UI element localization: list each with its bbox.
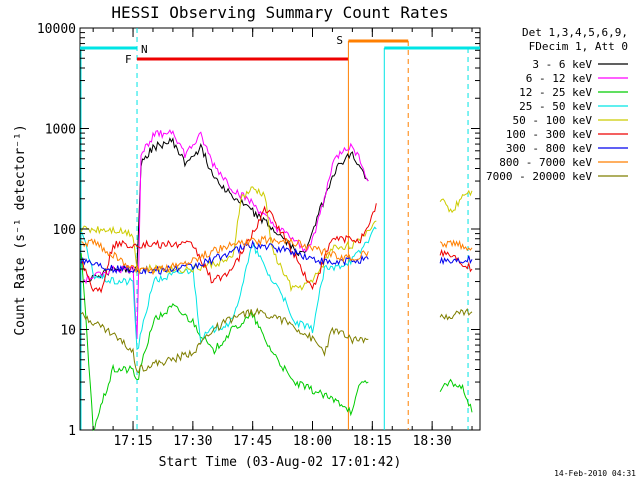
legend-header: FDecim 1, Att 0 [529, 40, 628, 53]
x-tick-label: 17:15 [113, 434, 152, 449]
axis-layer: 1 10 100 1000 10000 17:15 17:30 17:45 18:00 18:15… [37, 22, 480, 449]
annotation-label-f: F [125, 53, 132, 66]
legend-label: 300 - 800 keV [506, 142, 592, 155]
series-extra-segment-5 [439, 307, 473, 321]
series-line-8 [81, 234, 369, 276]
annotation-layer: NF S [80, 28, 480, 430]
annotation-label-s: S [336, 34, 343, 47]
annotation-label-n: N [141, 43, 148, 56]
series-extra-segment-2 [439, 248, 473, 273]
x-tick-label: 18:00 [293, 434, 332, 449]
x-tick-label: 18:30 [413, 434, 452, 449]
legend-label: 800 - 7000 keV [499, 156, 592, 169]
y-tick-label: 1000 [45, 123, 76, 138]
chart-title: HESSI Observing Summary Count Rates [111, 3, 448, 22]
x-axis-label: Start Time (03-Aug-02 17:01:42) [159, 455, 402, 470]
x-tick-label: 18:15 [353, 434, 392, 449]
series-extra-segment-6 [439, 378, 473, 413]
y-tick-label: 100 [53, 223, 76, 238]
series-line-3 [80, 253, 369, 432]
legend-header: Det 1,3,4,5,6,9, [522, 26, 628, 39]
legend-label: 6 - 12 keV [526, 72, 593, 85]
series-layer [80, 129, 473, 432]
series-line-9 [80, 307, 369, 374]
y-axis-label: Count Rate (s⁻¹ detector⁻¹) [13, 124, 28, 335]
x-tick-label: 17:30 [173, 434, 212, 449]
series-extra-segment-1 [439, 189, 473, 214]
series-line-5 [80, 186, 377, 293]
series-line-6 [80, 203, 377, 294]
y-tick-label: 10 [60, 324, 76, 339]
series-extra-segment-4 [439, 239, 473, 251]
series-extra-segment-3 [439, 255, 473, 266]
legend-label: 12 - 25 keV [519, 86, 592, 99]
legend-label: 100 - 300 keV [506, 128, 592, 141]
legend-layer: Det 1,3,4,5,6,9,FDecim 1, Att 0 3 - 6 keV… [486, 26, 628, 183]
legend-label: 25 - 50 keV [519, 100, 592, 113]
x-tick-label: 17:45 [233, 434, 272, 449]
series-line-7 [80, 239, 369, 275]
series-line-2 [80, 129, 369, 340]
y-tick-label: 1 [68, 424, 76, 439]
footer-date: 14-Feb-2010 04:31 [554, 469, 636, 478]
legend-label: 3 - 6 keV [532, 58, 592, 71]
legend-label: 50 - 100 keV [513, 114, 593, 127]
series-line-4 [80, 226, 377, 351]
y-tick-label: 10000 [37, 22, 76, 37]
legend-label: 7000 - 20000 keV [486, 170, 592, 183]
